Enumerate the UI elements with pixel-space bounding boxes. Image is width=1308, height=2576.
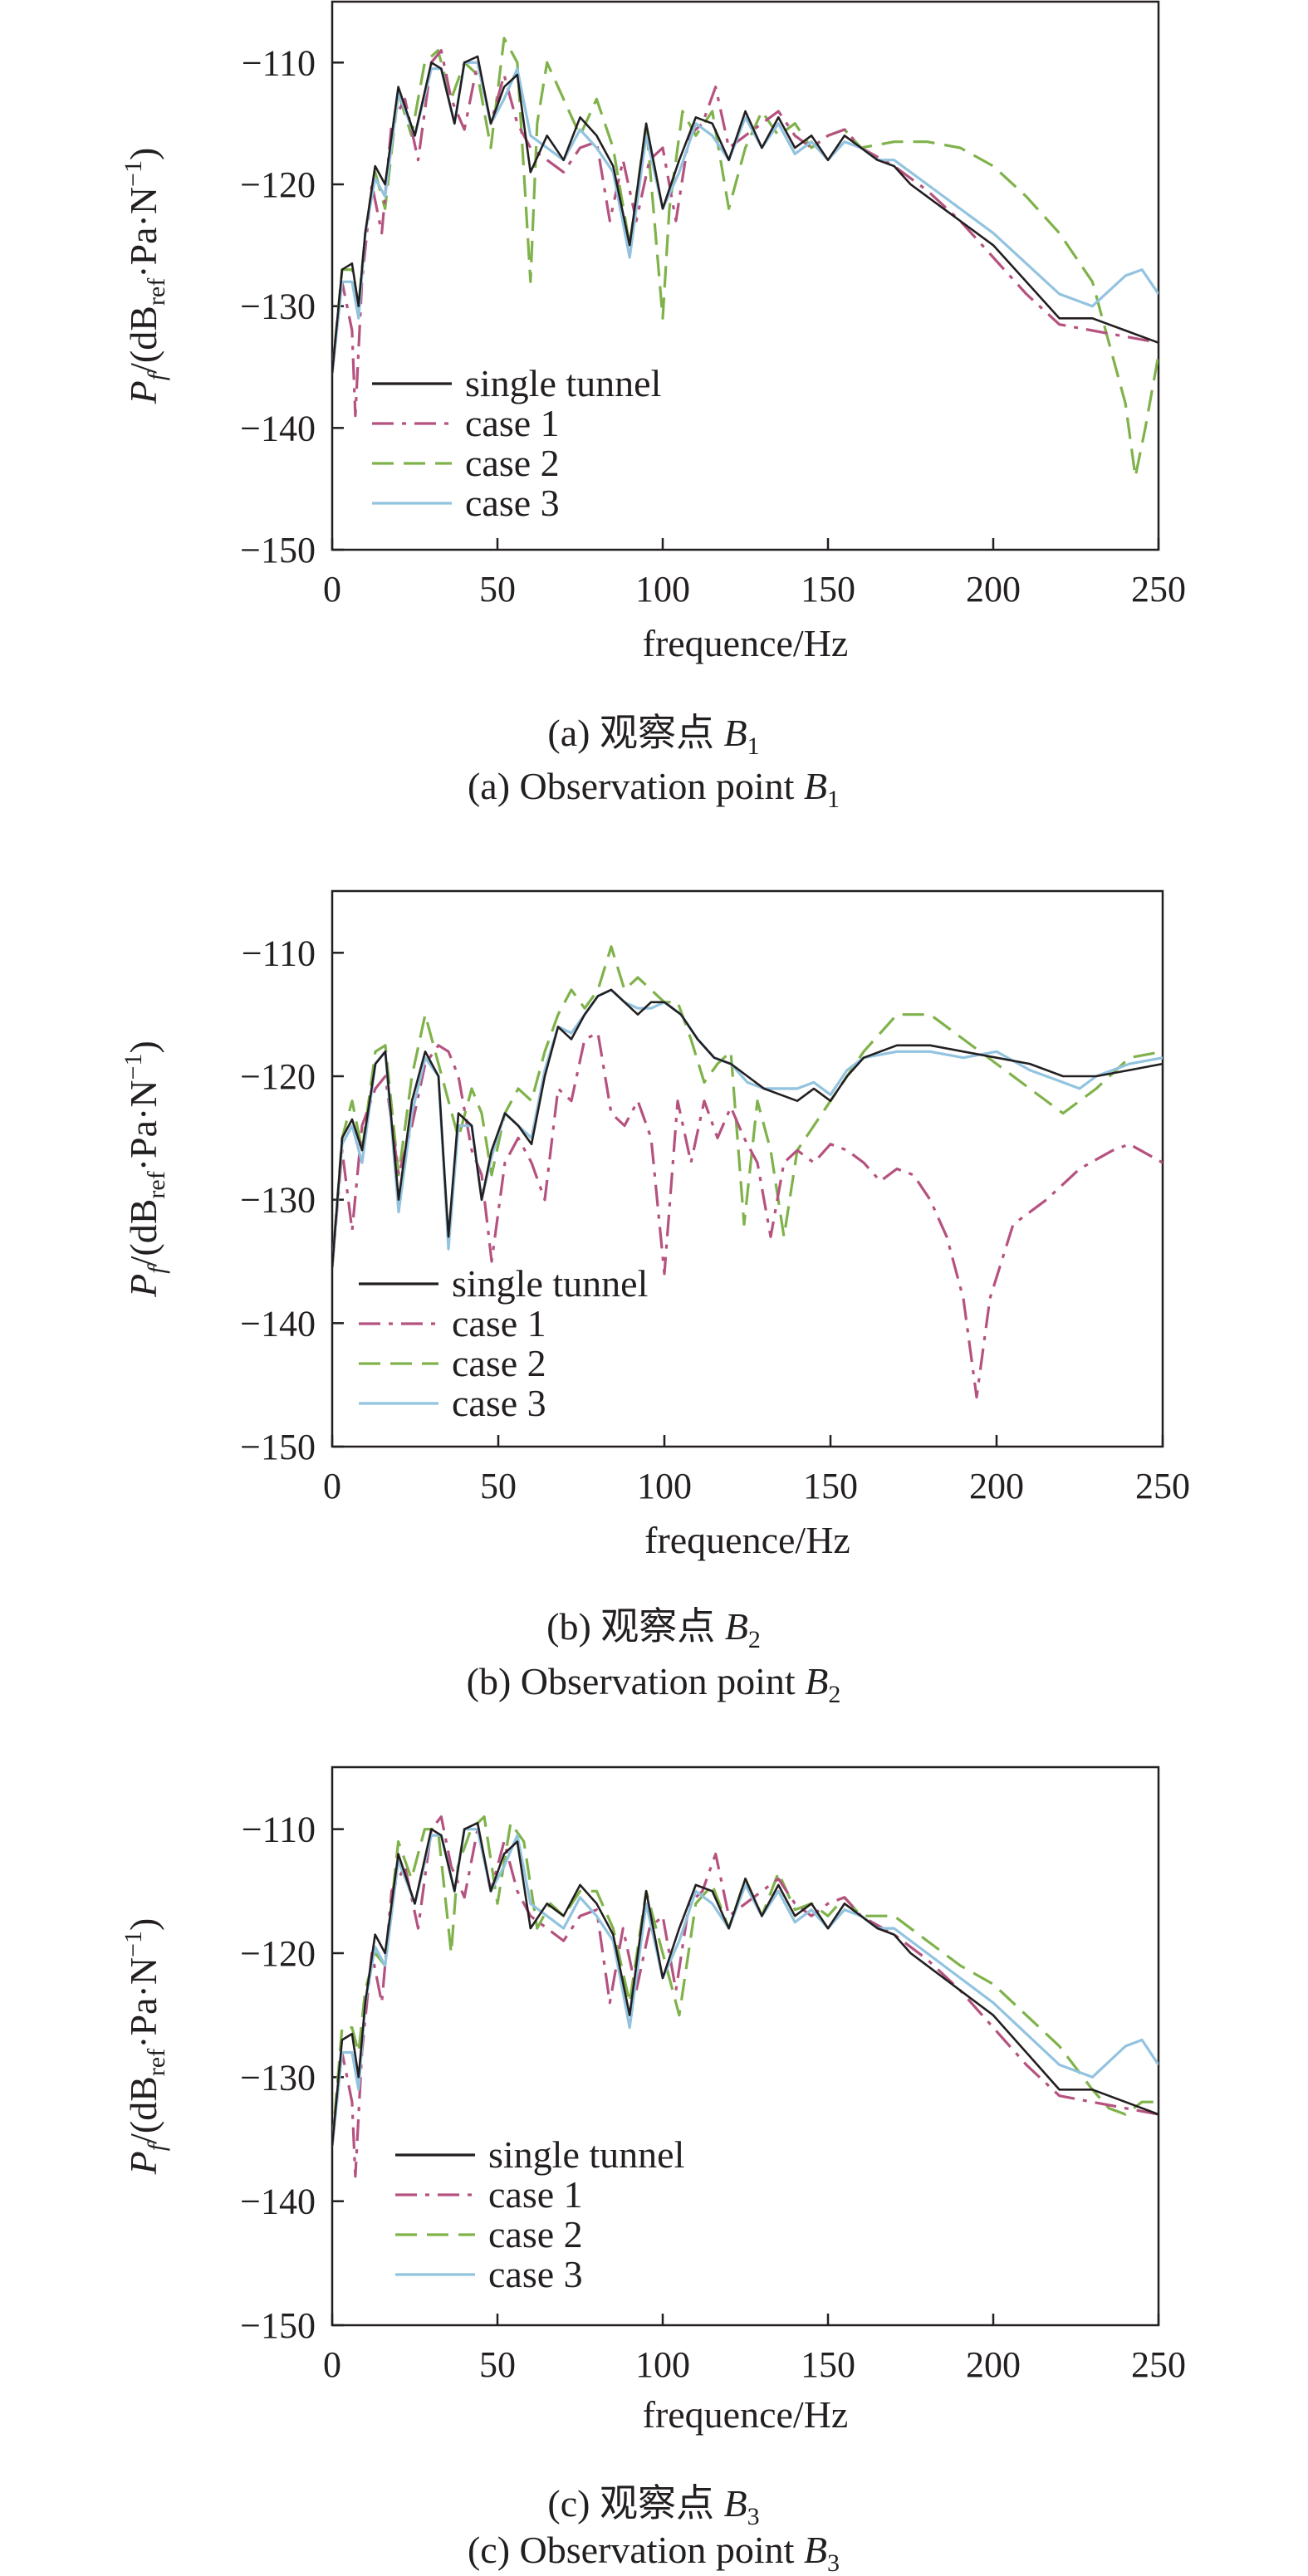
legend-label: case 2 [452, 1342, 546, 1384]
x-tick-label: 150 [801, 2344, 855, 2385]
y-axis-title: Pf/(dBref·Pa·N−1) [120, 1918, 170, 2176]
y-axis-title: Pf/(dBref·Pa·N−1) [120, 1041, 170, 1298]
y-axis-title: Pf/(dBref·Pa·N−1) [120, 148, 170, 405]
x-tick-label: 250 [1131, 569, 1186, 610]
series-line-case-1 [332, 1815, 1159, 2178]
series-line-case-2 [332, 37, 1159, 478]
x-tick-label: 200 [966, 2344, 1021, 2385]
series-line-case-1 [332, 1031, 1163, 1399]
y-tick-label: −140 [240, 1303, 316, 1344]
x-tick-label: 150 [803, 1466, 858, 1506]
y-tick-label: −130 [240, 2057, 316, 2098]
legend-label: case 2 [488, 2213, 583, 2255]
y-tick-label: −150 [240, 2305, 316, 2346]
y-tick-label: −110 [242, 42, 316, 83]
y-tick-label: −140 [240, 408, 316, 448]
x-tick-label: 0 [323, 1466, 341, 1506]
y-tick-label: −150 [240, 530, 316, 571]
legend-label: single tunnel [465, 362, 661, 404]
x-tick-label: 100 [635, 569, 690, 610]
legend-label: case 2 [465, 442, 560, 484]
series-line-single-tunnel [332, 1821, 1159, 2146]
chart-panel-c: 0 50 100 150 200 250 −110 −120 −130 −140 −150 frequ… [120, 1765, 1186, 2576]
y-tick-label: −130 [240, 1180, 316, 1221]
legend-label: case 1 [452, 1302, 546, 1344]
y-tick-label: −150 [240, 1427, 316, 1467]
legend-label: single tunnel [488, 2133, 684, 2176]
plot-frame [331, 0, 1160, 551]
x-tick-label: 0 [323, 569, 341, 610]
y-tick-label: −140 [240, 2182, 316, 2222]
caption-cn: (b) 观察点 B2 [546, 1605, 761, 1653]
legend-label: case 3 [465, 482, 560, 524]
legend-label: case 3 [488, 2253, 583, 2295]
legend-label: case 1 [488, 2173, 583, 2216]
caption-cn: (a) 观察点 B1 [547, 712, 759, 760]
chart-panel-b: 0 50 100 150 200 250 −110 −120 −130 −140 −150 frequ… [120, 889, 1190, 1708]
series-line-single-tunnel [332, 988, 1163, 1268]
x-tick-label: 200 [966, 569, 1021, 610]
x-tick-label: 50 [479, 569, 516, 610]
y-tick-label: −120 [240, 1056, 316, 1097]
y-tick-label: −130 [240, 286, 316, 327]
x-tick-label: 150 [801, 569, 855, 610]
y-tick-label: −120 [240, 164, 316, 205]
caption-en: (b) Observation point B2 [467, 1660, 841, 1708]
y-tick-label: −110 [242, 1810, 316, 1850]
x-axis-title: frequence/Hz [644, 1519, 850, 1561]
y-tick-label: −120 [240, 1933, 316, 1974]
legend-label: single tunnel [452, 1262, 648, 1305]
x-tick-label: 100 [637, 1466, 692, 1506]
chart-panel-a: 0 50 100 150 200 250 −110 −120 −130 −140 −150 frequ… [120, 0, 1186, 813]
caption-en: (a) Observation point B1 [468, 765, 840, 813]
x-tick-label: 100 [635, 2344, 690, 2385]
caption-cn: (c) 观察点 B3 [547, 2482, 759, 2530]
x-tick-label: 50 [480, 1466, 517, 1506]
x-tick-label: 250 [1131, 2344, 1186, 2385]
y-tick-label: −110 [242, 933, 316, 973]
x-tick-label: 250 [1135, 1466, 1190, 1506]
series-line-case-2 [332, 1815, 1159, 2146]
plot-frame [331, 889, 1164, 1448]
series-line-single-tunnel [332, 55, 1159, 374]
legend-label: case 3 [452, 1382, 546, 1424]
x-axis-title: frequence/Hz [643, 622, 849, 664]
plot-frame [331, 1765, 1160, 2327]
caption-en: (c) Observation point B3 [468, 2529, 840, 2576]
x-tick-label: 200 [969, 1466, 1024, 1506]
series-line-case-2 [332, 945, 1163, 1268]
legend-label: case 1 [465, 402, 560, 444]
x-tick-label: 0 [323, 2344, 341, 2385]
series-line-case-3 [332, 988, 1163, 1268]
x-tick-label: 50 [479, 2344, 516, 2385]
x-axis-title: frequence/Hz [643, 2393, 849, 2436]
